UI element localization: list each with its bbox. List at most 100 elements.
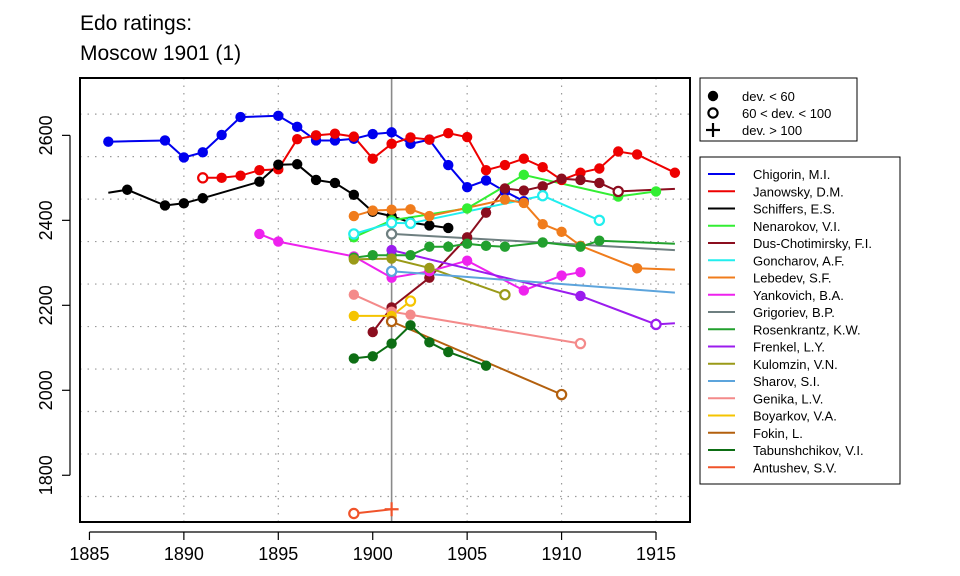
series-line-janowsky-d-m [202, 132, 676, 182]
data-point-chigorin-m-i [178, 152, 190, 163]
data-point-janowsky-d-m [480, 164, 492, 176]
plot-frame [79, 77, 691, 523]
data-point-rosenkrantz-k-w [499, 241, 511, 252]
data-point-frenkel-l-y [650, 318, 662, 331]
data-point-schiffers-e-s [348, 189, 360, 201]
data-point-schiffers-e-s [178, 198, 190, 209]
series-line-frenkel-l-y [391, 249, 675, 326]
legend-entry-label: Dus-Chotimirsky, F.I. [753, 236, 872, 251]
legend-entry-label: Janowsky, D.M. [753, 184, 844, 199]
data-point-chigorin-m-i [367, 128, 378, 140]
data-point-janowsky-d-m [386, 138, 397, 150]
legend-entry-label: Schiffers, E.S. [753, 202, 835, 217]
data-point-dus-chotimirsky-f-i [537, 181, 548, 192]
data-point-boyarkov-v-a [404, 295, 417, 307]
x-tick-label: 1890 [164, 544, 204, 564]
legend-marker-filled [707, 90, 719, 102]
data-point-sharov-s-i [385, 265, 398, 278]
data-point-janowsky-d-m [613, 146, 624, 157]
data-point-tabunshchikov-v-i [367, 351, 378, 362]
data-point-schiffers-e-s [329, 177, 341, 189]
data-point-lebedev-s-f [537, 218, 548, 230]
legend-marker-label: 60 < dev. < 100 [742, 106, 831, 121]
data-point-chigorin-m-i [103, 136, 114, 147]
x-tick-label: 1895 [258, 544, 298, 564]
series-line-rosenkrantz-k-w [353, 239, 675, 259]
data-point-schiffers-e-s [122, 184, 133, 195]
data-point-yankovich-b-a [556, 270, 567, 281]
data-point-dus-chotimirsky-f-i [594, 177, 605, 189]
marker-legend-box [699, 77, 858, 142]
data-point-antushev-s-v [348, 507, 360, 520]
legend-entry-label: Kulomzin, V.N. [753, 357, 838, 372]
data-point-dus-chotimirsky-f-i [575, 174, 586, 186]
data-point-yankovich-b-a [461, 255, 473, 266]
data-point-janowsky-d-m [348, 131, 360, 142]
data-point-rosenkrantz-k-w [424, 241, 435, 252]
data-point-fokin-l [555, 388, 568, 401]
marker-legend: dev. < 60 60 < dev. < 100 dev. > 100 [699, 77, 858, 142]
legend-entry-label: Antushev, S.V. [753, 460, 837, 475]
data-point-janowsky-d-m [216, 172, 227, 184]
data-point-schiffers-e-s [273, 159, 284, 170]
data-point-tabunshchikov-v-i [443, 346, 454, 358]
data-point-lebedev-s-f [499, 194, 511, 205]
data-point-janowsky-d-m [329, 128, 341, 139]
data-point-kulomzin-v-n [424, 262, 435, 274]
legend-entry-label: Fokin, L. [753, 426, 803, 441]
legend-marker-open [707, 107, 719, 119]
data-point-lebedev-s-f [518, 197, 530, 209]
data-point-rosenkrantz-k-w [480, 240, 492, 252]
data-point-janowsky-d-m [669, 167, 681, 178]
legend-entry-label: Tabunshchikov, V.I. [753, 443, 864, 458]
legend-entry-label: Yankovich, B.A. [753, 288, 844, 303]
y-tick-label: 2400 [36, 200, 56, 240]
data-point-lebedev-s-f [424, 210, 435, 222]
y-axis: 1800 2000 2200 2400 2600 [36, 115, 71, 495]
data-point-janowsky-d-m [631, 149, 643, 160]
data-point-rosenkrantz-k-w [537, 237, 548, 248]
data-point-rosenkrantz-k-w [575, 241, 586, 252]
data-point-yankovich-b-a [518, 285, 530, 296]
data-point-yankovich-b-a [575, 266, 586, 278]
data-point-rosenkrantz-k-w [367, 249, 378, 261]
legend-entry-label: Genika, L.V. [753, 391, 823, 406]
data-point-chigorin-m-i [159, 135, 171, 146]
data-point-kulomzin-v-n [348, 254, 360, 265]
x-tick-label: 1885 [69, 544, 109, 564]
data-point-janowsky-d-m [518, 153, 530, 164]
series-legend-box [699, 156, 901, 485]
data-point-dus-chotimirsky-f-i [556, 173, 567, 184]
data-point-tabunshchikov-v-i [405, 320, 416, 331]
data-point-goncharov-a-f [385, 217, 398, 229]
data-point-nenarokov-v-i [518, 169, 530, 181]
data-point-chigorin-m-i [273, 110, 284, 122]
series-line-grigoriev-b-p [391, 232, 675, 252]
series-line-chigorin-m-i [108, 114, 525, 203]
data-point-yankovich-b-a [254, 228, 265, 240]
data-point-kulomzin-v-n [499, 288, 511, 301]
data-point-genika-l-v [574, 337, 587, 350]
data-point-janowsky-d-m [197, 172, 209, 184]
legend-marker-label: dev. < 60 [742, 89, 795, 104]
data-point-lebedev-s-f [631, 263, 643, 274]
data-point-chigorin-m-i [443, 159, 454, 171]
series-points [103, 110, 681, 520]
legend-entry-label: Grigoriev, B.P. [753, 305, 835, 320]
x-axis: 1885 1890 1895 1900 1905 1910 1915 [69, 531, 676, 564]
data-point-chigorin-m-i [197, 147, 208, 158]
data-point-rosenkrantz-k-w [405, 249, 416, 261]
legend-entry-label: Boyarkov, V.A. [753, 409, 837, 424]
legend-entry-label: Goncharov, A.F. [753, 253, 845, 268]
data-point-rosenkrantz-k-w [443, 241, 454, 252]
data-point-rosenkrantz-k-w [461, 238, 473, 249]
data-point-janowsky-d-m [291, 133, 303, 145]
legend-entry-label: Chigorin, M.I. [753, 167, 830, 182]
grid-lines [80, 78, 690, 522]
legend-entry-label: Sharov, S.I. [753, 374, 820, 389]
data-point-chigorin-m-i [386, 127, 397, 138]
data-point-schiffers-e-s [443, 222, 454, 234]
series-line-genika-l-v [353, 293, 581, 345]
data-point-janowsky-d-m [537, 162, 548, 173]
